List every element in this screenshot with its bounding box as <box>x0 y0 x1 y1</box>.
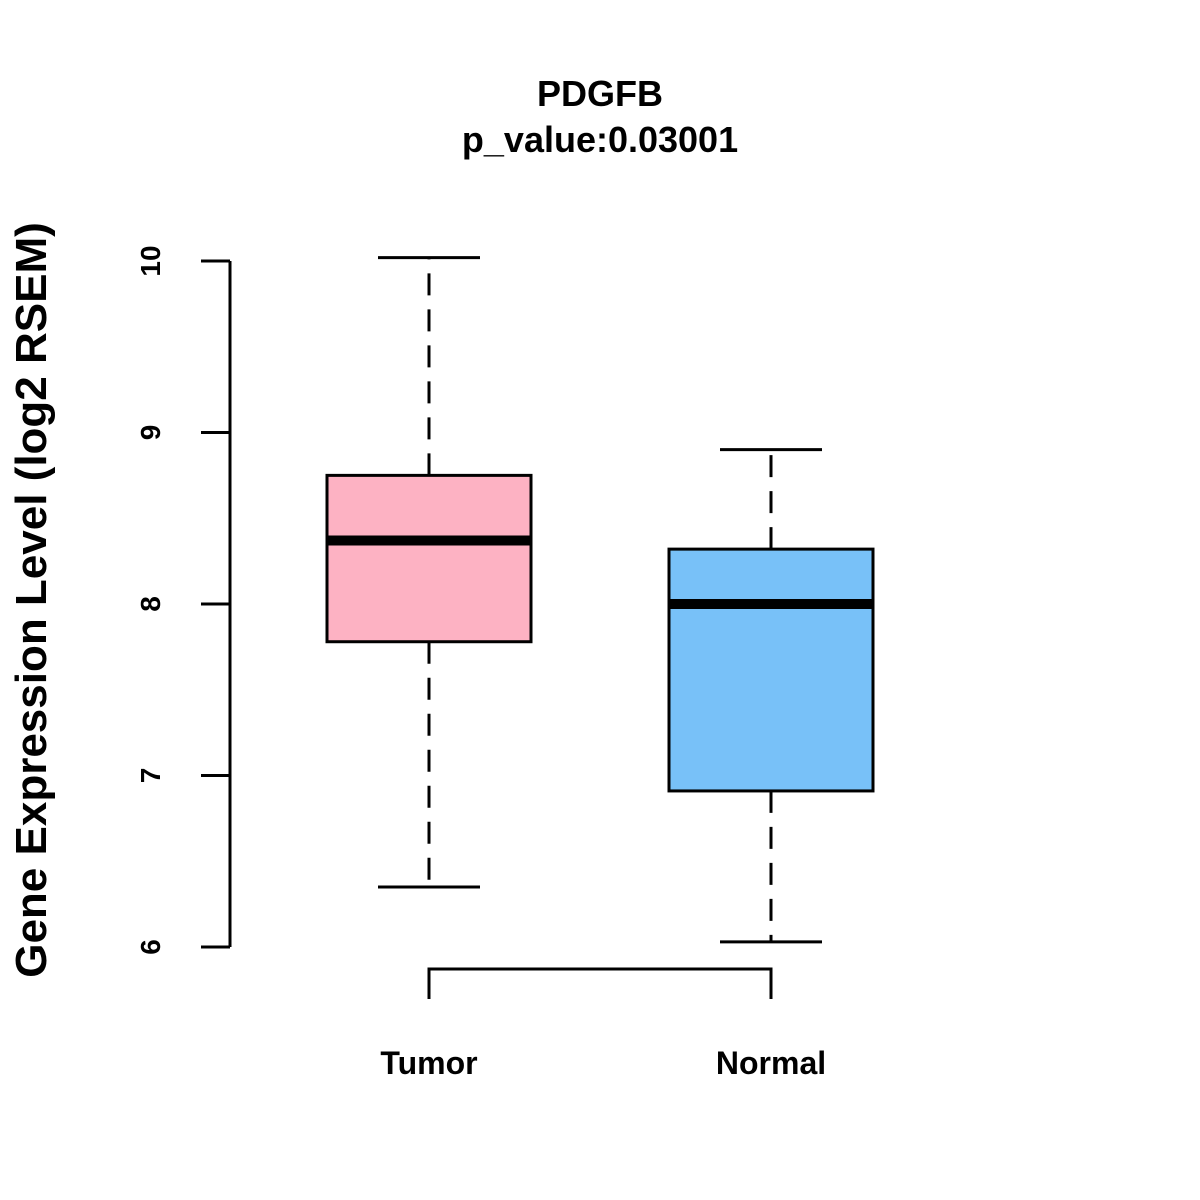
y-tick-label-6: 6 <box>135 939 166 955</box>
category-labels: Tumor Normal <box>380 1045 826 1081</box>
chart-subtitle: p_value:0.03001 <box>462 119 738 160</box>
y-tick-label-9: 9 <box>135 425 166 441</box>
box-normal <box>667 448 875 944</box>
y-tick-label-8: 8 <box>135 596 166 612</box>
bracket-line <box>427 967 773 999</box>
y-tick-label-7: 7 <box>135 768 166 784</box>
boxes-layer <box>325 256 875 944</box>
chart-title: PDGFB <box>537 73 663 114</box>
comparison-bracket <box>427 967 773 999</box>
category-label-tumor: Tumor <box>380 1045 477 1081</box>
y-tick-label-10: 10 <box>135 245 166 276</box>
y-axis-label: Gene Expression Level (log2 RSEM) <box>7 222 56 978</box>
box-tumor <box>325 256 533 889</box>
category-label-normal: Normal <box>716 1045 826 1081</box>
iqr-box-tumor <box>325 473 533 644</box>
y-axis: 6 7 8 9 10 <box>135 245 232 955</box>
iqr-box-normal <box>667 547 875 793</box>
